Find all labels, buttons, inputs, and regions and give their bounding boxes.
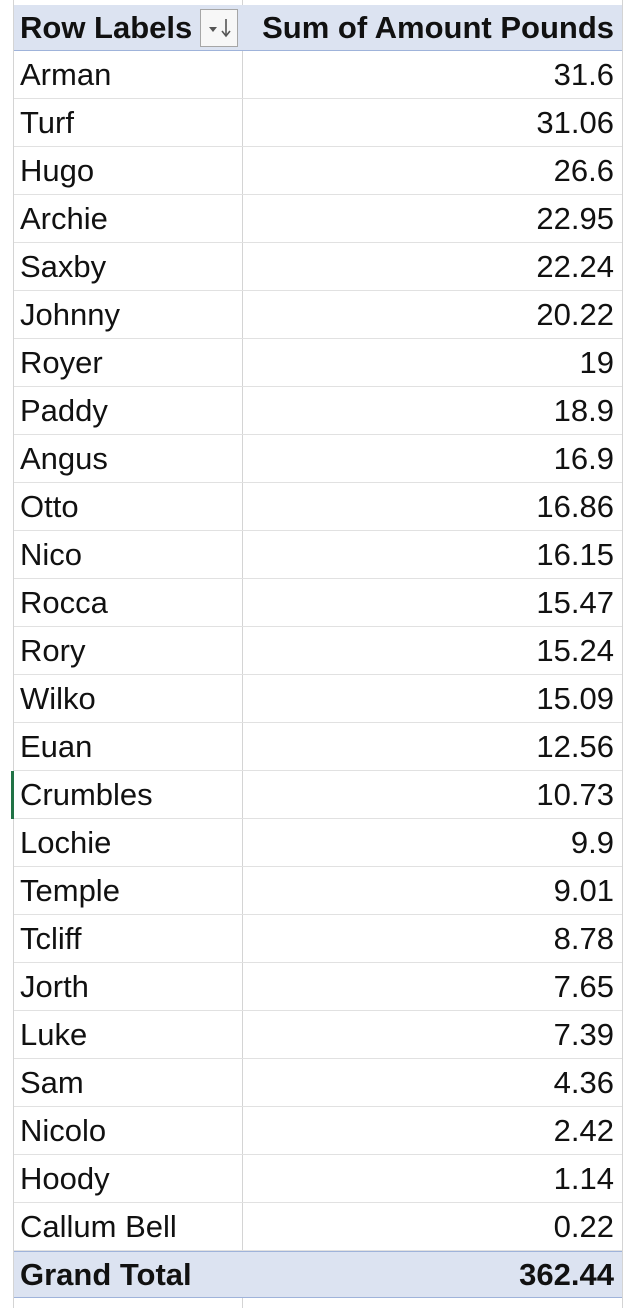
row-label-cell[interactable]: Rory <box>20 632 86 668</box>
table-row[interactable]: Crumbles 10.73 <box>11 771 622 819</box>
row-label-cell[interactable]: Sam <box>20 1064 84 1100</box>
gridline-column-left <box>13 0 14 1308</box>
grand-total-value: 362.44 <box>519 1256 614 1292</box>
row-value-cell[interactable]: 12.56 <box>536 728 614 764</box>
row-value-cell[interactable]: 9.9 <box>570 824 614 860</box>
row-label-cell[interactable]: Tcliff <box>20 920 82 956</box>
row-label-cell[interactable]: Lochie <box>20 824 112 860</box>
row-label-cell[interactable]: Rocca <box>20 584 108 620</box>
gridline-column-middle <box>242 0 243 1308</box>
table-row[interactable]: Saxby 22.24 <box>14 243 622 291</box>
row-label-cell[interactable]: Turf <box>20 104 74 140</box>
row-label-cell[interactable]: Nico <box>20 536 83 572</box>
table-row[interactable]: Luke 7.39 <box>14 1011 622 1059</box>
sort-filter-icon[interactable] <box>200 8 239 47</box>
grand-total-row[interactable]: Grand Total 362.44 <box>14 1251 622 1298</box>
row-label-cell[interactable]: Royer <box>20 344 103 380</box>
row-value-cell[interactable]: 15.09 <box>536 680 614 716</box>
pivot-rows: Arman 31.6 Turf 31.06 Hugo 26.6 Archie 22.95 Sax… <box>11 51 622 1251</box>
table-row[interactable]: Sam 4.36 <box>14 1059 622 1107</box>
row-value-cell[interactable]: 10.73 <box>536 776 614 812</box>
row-value-cell[interactable]: 7.39 <box>553 1016 614 1052</box>
table-row[interactable]: Hoody 1.14 <box>14 1155 622 1203</box>
table-row[interactable]: Euan 12.56 <box>14 723 622 771</box>
row-label-cell[interactable]: Temple <box>20 872 120 908</box>
row-value-cell[interactable]: 8.78 <box>553 920 614 956</box>
row-value-cell[interactable]: 18.9 <box>553 392 614 428</box>
row-label-cell[interactable]: Angus <box>20 440 108 476</box>
row-value-cell[interactable]: 16.15 <box>536 536 614 572</box>
table-row[interactable]: Arman 31.6 <box>14 51 622 99</box>
row-value-cell[interactable]: 31.6 <box>553 56 614 92</box>
table-row[interactable]: Paddy 18.9 <box>14 387 622 435</box>
row-value-cell[interactable]: 22.24 <box>536 248 614 284</box>
gridline-column-right <box>622 0 623 1308</box>
row-value-cell[interactable]: 0.22 <box>553 1208 614 1244</box>
row-label-cell[interactable]: Johnny <box>20 296 120 332</box>
row-value-cell[interactable]: 4.36 <box>553 1064 614 1100</box>
row-value-cell[interactable]: 15.24 <box>536 632 614 668</box>
table-row[interactable]: Hugo 26.6 <box>14 147 622 195</box>
row-value-cell[interactable]: 2.42 <box>553 1112 614 1148</box>
row-value-cell[interactable]: 20.22 <box>536 296 614 332</box>
row-label-cell[interactable]: Archie <box>20 200 108 236</box>
table-row[interactable]: Tcliff 8.78 <box>14 915 622 963</box>
table-row[interactable]: Callum Bell 0.22 <box>14 1203 622 1251</box>
table-row[interactable]: Royer 19 <box>14 339 622 387</box>
row-value-cell[interactable]: 9.01 <box>553 872 614 908</box>
row-value-cell[interactable]: 22.95 <box>536 200 614 236</box>
row-value-cell[interactable]: 16.86 <box>536 488 614 524</box>
row-label-cell[interactable]: Crumbles <box>20 776 153 812</box>
row-label-cell[interactable]: Otto <box>20 488 79 524</box>
row-value-cell[interactable]: 1.14 <box>553 1160 614 1196</box>
sum-of-amount-pounds-header[interactable]: Sum of Amount Pounds <box>262 9 614 45</box>
table-row[interactable]: Rocca 15.47 <box>14 579 622 627</box>
row-label-cell[interactable]: Saxby <box>20 248 107 284</box>
row-value-cell[interactable]: 31.06 <box>536 104 614 140</box>
table-row[interactable]: Temple 9.01 <box>14 867 622 915</box>
table-row[interactable]: Angus 16.9 <box>14 435 622 483</box>
table-row[interactable]: Nico 16.15 <box>14 531 622 579</box>
row-label-cell[interactable]: Jorth <box>20 968 89 1004</box>
row-label-cell[interactable]: Hoody <box>20 1160 110 1196</box>
row-label-cell[interactable]: Euan <box>20 728 93 764</box>
row-value-cell[interactable]: 15.47 <box>536 584 614 620</box>
row-label-cell[interactable]: Paddy <box>20 392 108 428</box>
table-row[interactable]: Turf 31.06 <box>14 99 622 147</box>
table-row[interactable]: Johnny 20.22 <box>14 291 622 339</box>
table-row[interactable]: Wilko 15.09 <box>14 675 622 723</box>
pivot-header-row: Row Labels Sum of Amount Pounds <box>14 5 622 51</box>
row-label-cell[interactable]: Callum Bell <box>20 1208 177 1244</box>
row-label-cell[interactable]: Arman <box>20 56 112 92</box>
table-row[interactable]: Archie 22.95 <box>14 195 622 243</box>
row-label-cell[interactable]: Wilko <box>20 680 96 716</box>
table-row[interactable]: Jorth 7.65 <box>14 963 622 1011</box>
row-label-cell[interactable]: Hugo <box>20 152 95 188</box>
row-value-cell[interactable]: 19 <box>579 344 614 380</box>
grand-total-label: Grand Total <box>20 1256 192 1292</box>
table-row[interactable]: Nicolo 2.42 <box>14 1107 622 1155</box>
row-label-cell[interactable]: Nicolo <box>20 1112 107 1148</box>
table-row[interactable]: Lochie 9.9 <box>14 819 622 867</box>
row-label-cell[interactable]: Luke <box>20 1016 88 1052</box>
row-selection-marker <box>11 771 14 819</box>
row-value-cell[interactable]: 26.6 <box>553 152 614 188</box>
table-row[interactable]: Otto 16.86 <box>14 483 622 531</box>
row-value-cell[interactable]: 16.9 <box>553 440 614 476</box>
row-labels-header[interactable]: Row Labels <box>20 9 193 45</box>
table-row[interactable]: Rory 15.24 <box>14 627 622 675</box>
row-value-cell[interactable]: 7.65 <box>553 968 614 1004</box>
pivot-table: Row Labels Sum of Amount Pounds Arman 31.… <box>11 5 622 1298</box>
